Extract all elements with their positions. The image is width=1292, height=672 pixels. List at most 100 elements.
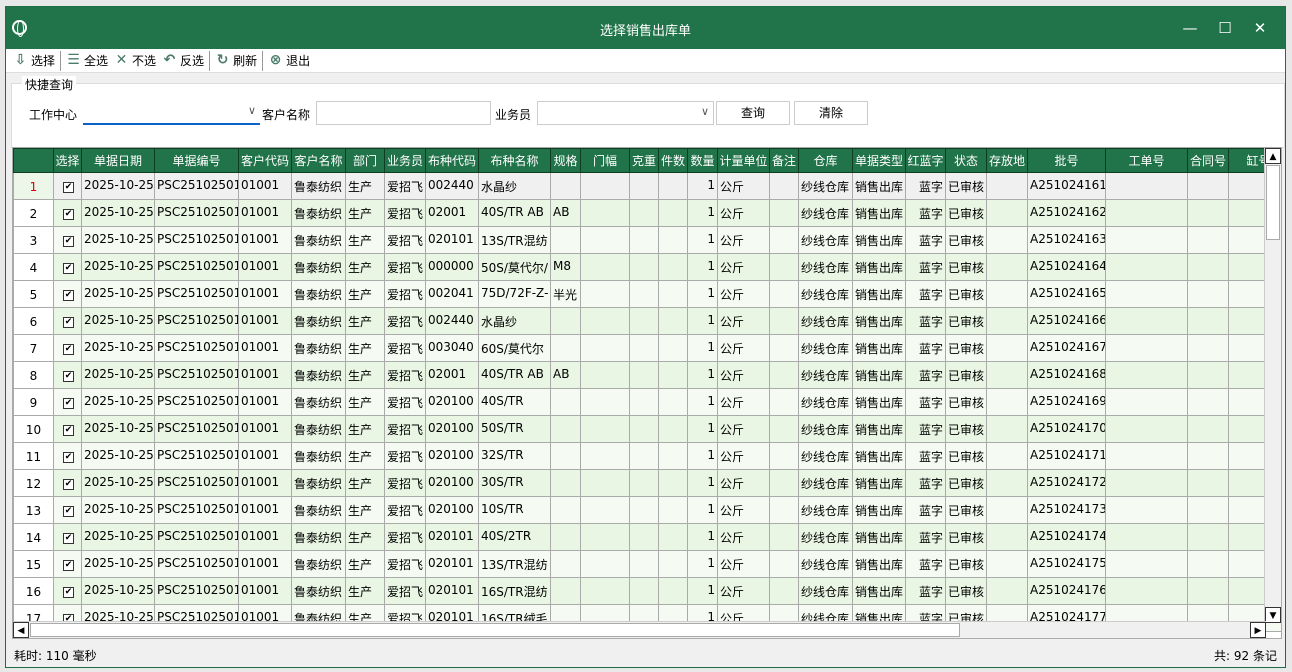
table-cell: ✔ bbox=[53, 334, 82, 362]
table-cell bbox=[1105, 442, 1188, 470]
table-row[interactable]: 1 ✔ 2025-10-25 PSC25102501 01001 鲁泰纺织 生产 爱招飞 002… bbox=[13, 172, 1281, 200]
minimize-button[interactable]: — bbox=[1182, 19, 1198, 37]
column-header[interactable]: 红蓝字 bbox=[905, 148, 946, 173]
table-row[interactable]: 11 ✔ 2025-10-25 PSC25102501 01001 鲁泰纺织 生产 爱招飞 02… bbox=[13, 442, 1281, 470]
table-row[interactable]: 2 ✔ 2025-10-25 PSC25102501 01001 鲁泰纺织 生产 爱招飞 020… bbox=[13, 199, 1281, 227]
toolbar-button-4[interactable]: ↻ 刷新 bbox=[212, 50, 260, 72]
column-header[interactable]: 状态 bbox=[945, 148, 987, 173]
row-checkbox[interactable]: ✔ bbox=[63, 560, 74, 571]
table-cell: 生产 bbox=[345, 172, 385, 200]
column-header[interactable]: 业务员 bbox=[384, 148, 426, 173]
column-header[interactable]: 门幅 bbox=[580, 148, 630, 173]
vertical-scrollbar[interactable]: ▲ ▼ bbox=[1264, 148, 1281, 623]
table-cell: PSC25102501 bbox=[154, 577, 239, 605]
column-header[interactable]: 计量单位 bbox=[717, 148, 770, 173]
table-cell: 16S/TR混纺 bbox=[478, 577, 551, 605]
table-row[interactable]: 15 ✔ 2025-10-25 PSC25102501 01001 鲁泰纺织 生产 爱招飞 02… bbox=[13, 550, 1281, 578]
column-header[interactable]: 选择 bbox=[53, 148, 82, 173]
row-checkbox[interactable]: ✔ bbox=[63, 533, 74, 544]
table-cell bbox=[580, 334, 630, 362]
toolbar-button-3[interactable]: ↶ 反选 bbox=[159, 50, 207, 72]
column-header[interactable]: 客户代码 bbox=[238, 148, 292, 173]
column-header[interactable]: 布种代码 bbox=[425, 148, 479, 173]
toolbar-label: 全选 bbox=[84, 54, 109, 68]
horizontal-scrollbar[interactable]: ◀ ▶ bbox=[13, 621, 1266, 638]
work-center-select[interactable]: ∨ bbox=[83, 101, 260, 125]
row-checkbox[interactable]: ✔ bbox=[63, 587, 74, 598]
column-header[interactable]: 备注 bbox=[769, 148, 799, 173]
toolbar-button-2[interactable]: ✕ 不选 bbox=[111, 50, 159, 72]
column-header[interactable]: 克重 bbox=[629, 148, 659, 173]
column-header[interactable]: 客户名称 bbox=[291, 148, 346, 173]
maximize-button[interactable]: ☐ bbox=[1218, 19, 1232, 37]
table-cell bbox=[1105, 334, 1188, 362]
table-cell: A251024175 bbox=[1027, 550, 1106, 578]
table-cell bbox=[550, 172, 581, 200]
column-header[interactable]: 部门 bbox=[345, 148, 385, 173]
column-header[interactable]: 布种名称 bbox=[478, 148, 551, 173]
row-checkbox[interactable]: ✔ bbox=[63, 317, 74, 328]
table-row[interactable]: 12 ✔ 2025-10-25 PSC25102501 01001 鲁泰纺织 生产 爱招飞 02… bbox=[13, 469, 1281, 497]
table-row[interactable]: 4 ✔ 2025-10-25 PSC25102501 01001 鲁泰纺织 生产 爱招飞 000… bbox=[13, 253, 1281, 281]
column-header[interactable]: 单据编号 bbox=[154, 148, 239, 173]
row-checkbox[interactable]: ✔ bbox=[63, 263, 74, 274]
table-cell: PSC25102501 bbox=[154, 550, 239, 578]
clear-button[interactable]: 清除 bbox=[794, 101, 868, 125]
table-row[interactable]: 3 ✔ 2025-10-25 PSC25102501 01001 鲁泰纺织 生产 爱招飞 020… bbox=[13, 226, 1281, 254]
salesman-select[interactable]: ∨ bbox=[537, 101, 714, 125]
column-header[interactable]: 数量 bbox=[687, 148, 718, 173]
close-button[interactable]: ✕ bbox=[1253, 19, 1267, 37]
row-checkbox[interactable]: ✔ bbox=[63, 371, 74, 382]
row-checkbox[interactable]: ✔ bbox=[63, 290, 74, 301]
column-header[interactable]: 合同号 bbox=[1187, 148, 1229, 173]
row-checkbox[interactable]: ✔ bbox=[63, 182, 74, 193]
table-cell: ✔ bbox=[53, 361, 82, 389]
table-row[interactable]: 13 ✔ 2025-10-25 PSC25102501 01001 鲁泰纺织 生产 爱招飞 02… bbox=[13, 496, 1281, 524]
table-row[interactable]: 10 ✔ 2025-10-25 PSC25102501 01001 鲁泰纺织 生产 爱招飞 02… bbox=[13, 415, 1281, 443]
scroll-right-icon[interactable]: ▶ bbox=[1250, 622, 1266, 638]
table-row[interactable]: 8 ✔ 2025-10-25 PSC25102501 01001 鲁泰纺织 生产 爱招飞 020… bbox=[13, 361, 1281, 389]
column-header[interactable]: 规格 bbox=[550, 148, 581, 173]
toolbar-button-5[interactable]: ⊗ 退出 bbox=[265, 50, 313, 72]
row-checkbox[interactable]: ✔ bbox=[63, 209, 74, 220]
row-checkbox[interactable]: ✔ bbox=[63, 452, 74, 463]
table-cell bbox=[1105, 280, 1188, 308]
table-cell bbox=[986, 469, 1028, 497]
row-checkbox[interactable]: ✔ bbox=[63, 236, 74, 247]
column-header[interactable]: 批号 bbox=[1027, 148, 1106, 173]
toolbar-button-1[interactable]: ☰ 全选 bbox=[63, 50, 111, 72]
column-header[interactable]: 单据日期 bbox=[81, 148, 155, 173]
table-row[interactable]: 9 ✔ 2025-10-25 PSC25102501 01001 鲁泰纺织 生产 爱招飞 020… bbox=[13, 388, 1281, 416]
scroll-down-icon[interactable]: ▼ bbox=[1265, 607, 1281, 623]
table-cell: 生产 bbox=[345, 334, 385, 362]
row-header: 7 bbox=[13, 334, 54, 362]
column-header[interactable]: 件数 bbox=[658, 148, 688, 173]
column-header[interactable]: 存放地 bbox=[986, 148, 1028, 173]
table-cell: ✔ bbox=[53, 199, 82, 227]
row-checkbox[interactable]: ✔ bbox=[63, 425, 74, 436]
toolbar-button-0[interactable]: ⇩ 选择 bbox=[10, 50, 58, 72]
table-row[interactable]: 14 ✔ 2025-10-25 PSC25102501 01001 鲁泰纺织 生产 爱招飞 02… bbox=[13, 523, 1281, 551]
row-checkbox[interactable]: ✔ bbox=[63, 344, 74, 355]
query-button[interactable]: 查询 bbox=[716, 101, 790, 125]
column-header[interactable]: 工单号 bbox=[1105, 148, 1188, 173]
row-checkbox[interactable]: ✔ bbox=[63, 479, 74, 490]
row-checkbox[interactable]: ✔ bbox=[63, 398, 74, 409]
table-cell: 生产 bbox=[345, 253, 385, 281]
table-cell: 已审核 bbox=[945, 199, 987, 227]
scroll-left-icon[interactable]: ◀ bbox=[13, 622, 29, 638]
horizontal-scroll-thumb[interactable] bbox=[30, 623, 960, 637]
customer-input[interactable] bbox=[316, 101, 491, 125]
column-header[interactable]: 仓库 bbox=[798, 148, 853, 173]
table-cell: PSC25102501 bbox=[154, 226, 239, 254]
table-row[interactable]: 7 ✔ 2025-10-25 PSC25102501 01001 鲁泰纺织 生产 爱招飞 003… bbox=[13, 334, 1281, 362]
row-header: 10 bbox=[13, 415, 54, 443]
table-row[interactable]: 16 ✔ 2025-10-25 PSC25102501 01001 鲁泰纺织 生产 爱招飞 02… bbox=[13, 577, 1281, 605]
column-header[interactable] bbox=[13, 148, 54, 173]
table-row[interactable]: 5 ✔ 2025-10-25 PSC25102501 01001 鲁泰纺织 生产 爱招飞 002… bbox=[13, 280, 1281, 308]
vertical-scroll-thumb[interactable] bbox=[1266, 165, 1280, 240]
table-row[interactable]: 6 ✔ 2025-10-25 PSC25102501 01001 鲁泰纺织 生产 爱招飞 002… bbox=[13, 307, 1281, 335]
column-header[interactable]: 单据类型 bbox=[852, 148, 906, 173]
row-checkbox[interactable]: ✔ bbox=[63, 506, 74, 517]
scroll-up-icon[interactable]: ▲ bbox=[1265, 148, 1281, 164]
